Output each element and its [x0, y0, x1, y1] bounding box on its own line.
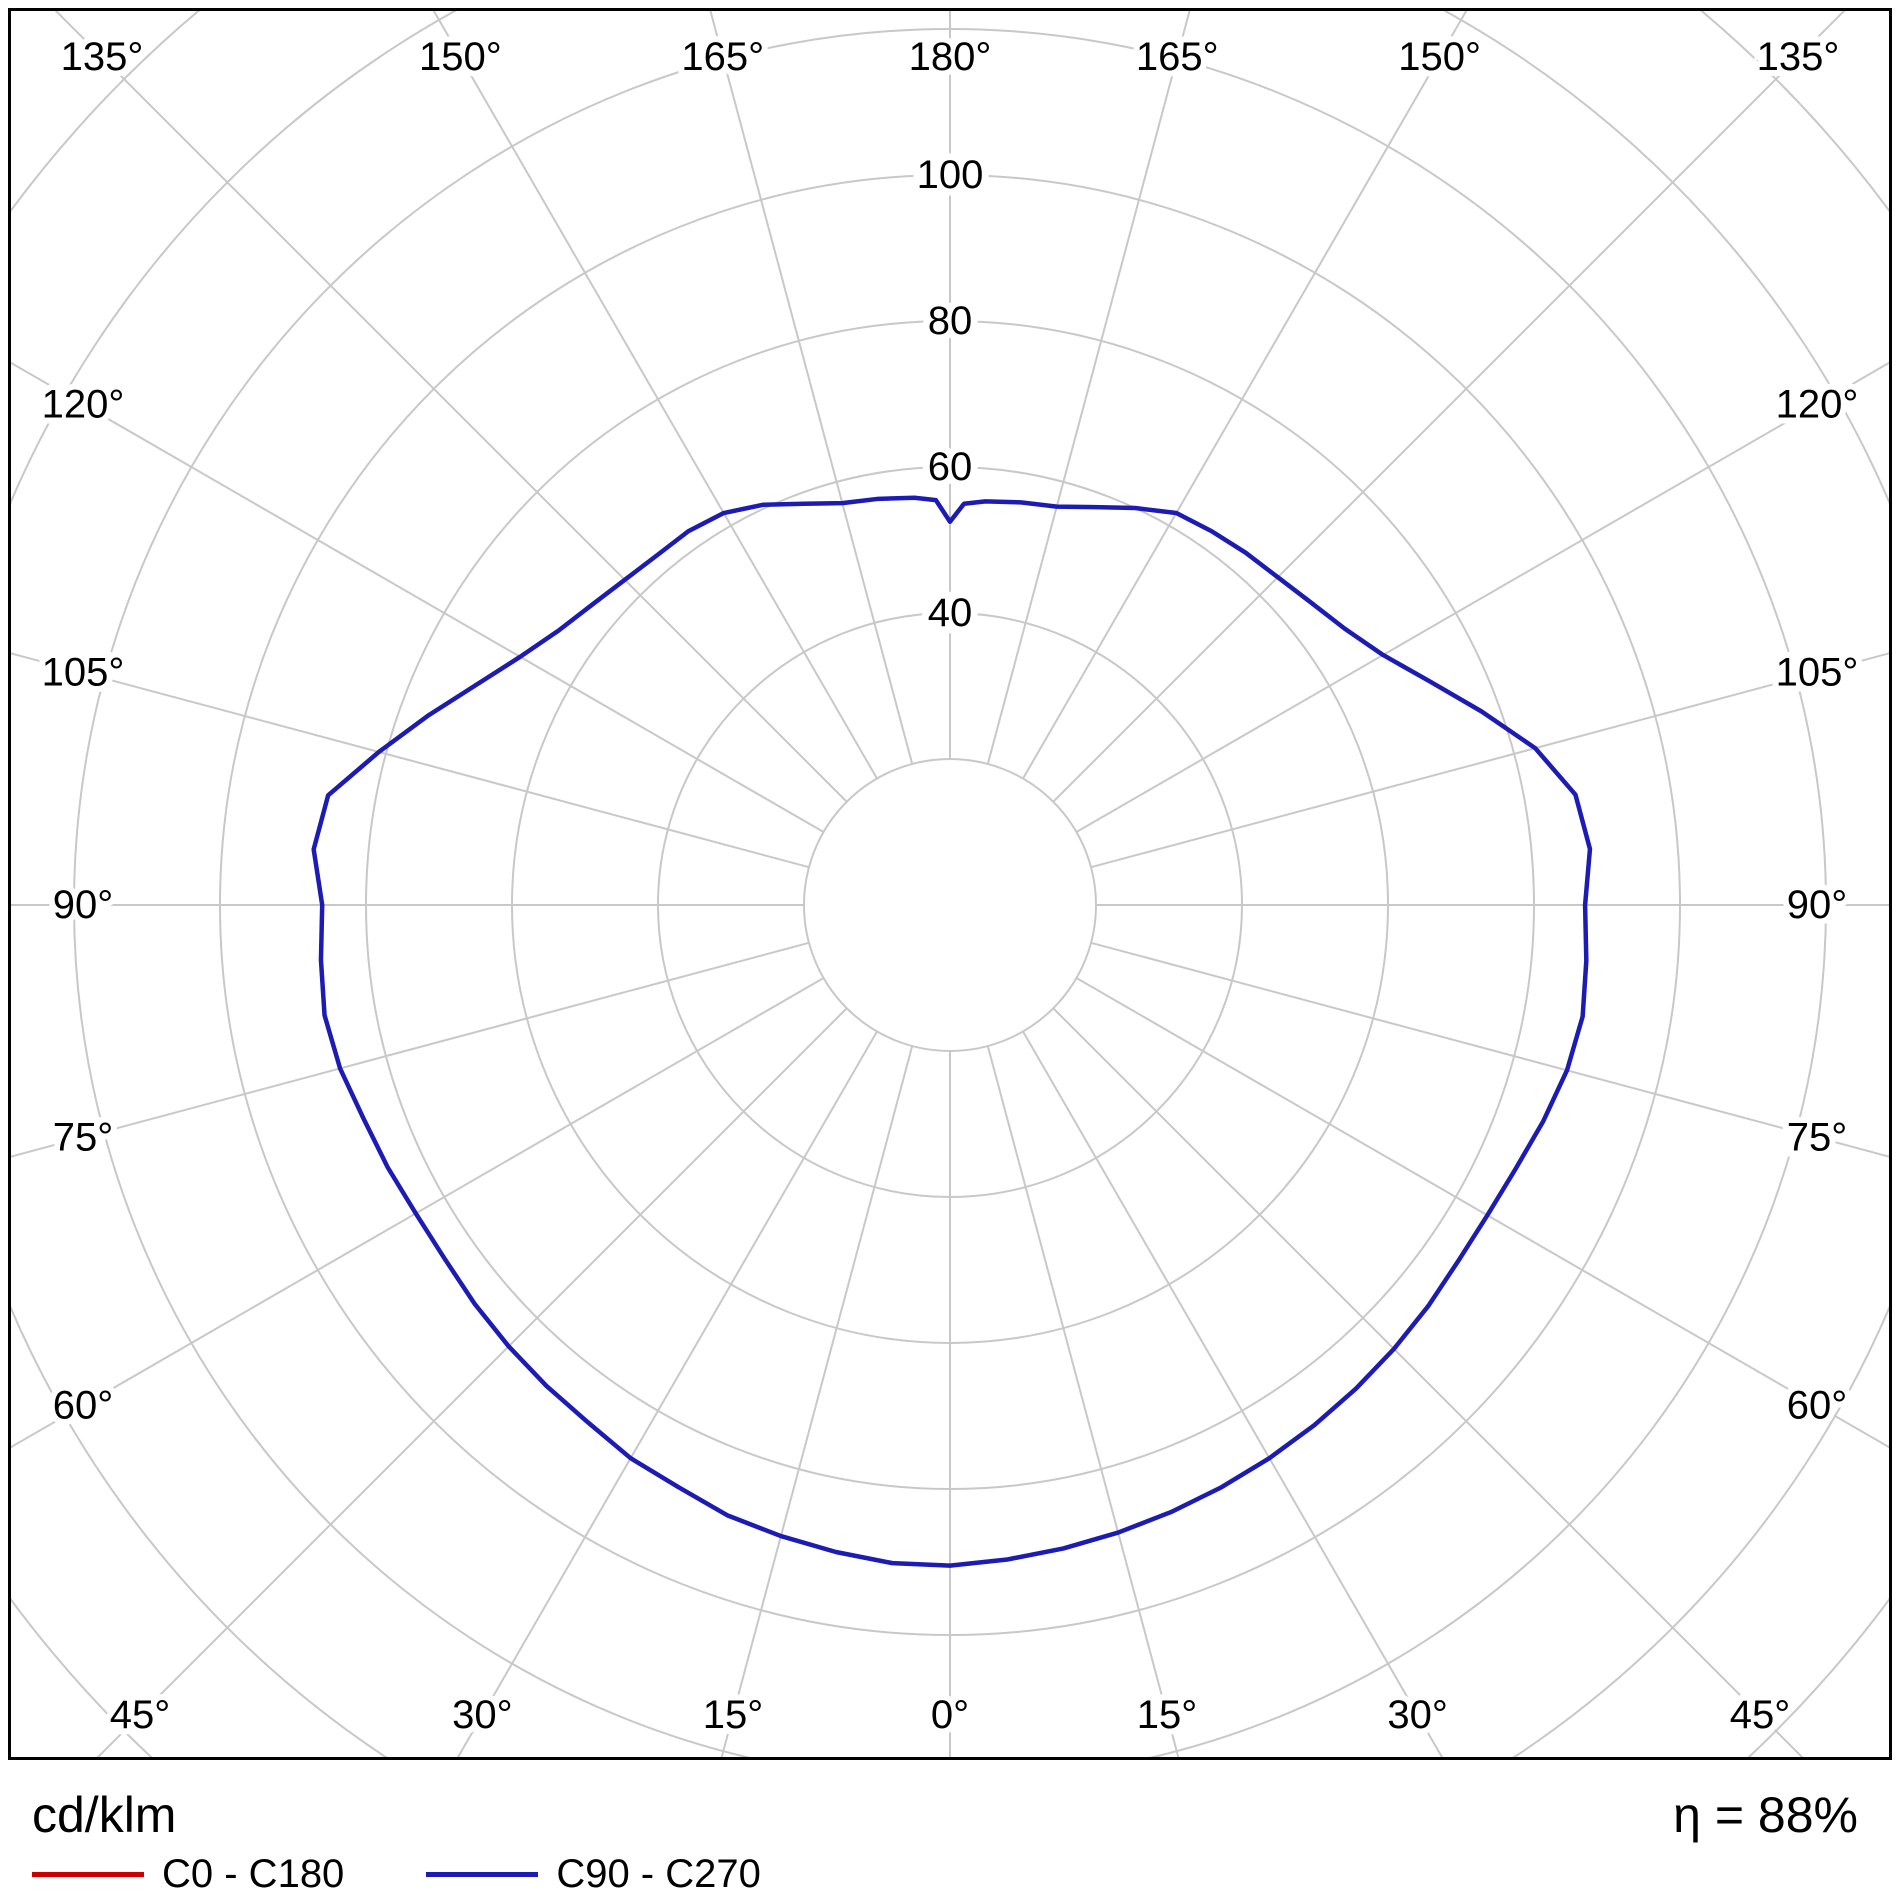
- c0-c180-line-swatch: [32, 1872, 144, 1877]
- svg-text:150°: 150°: [419, 35, 502, 79]
- svg-text:60°: 60°: [1787, 1384, 1848, 1428]
- svg-text:75°: 75°: [1787, 1115, 1848, 1159]
- ring-value-labels: 40 60 80 100: [910, 146, 991, 642]
- svg-text:15°: 15°: [1137, 1693, 1198, 1737]
- svg-text:165°: 165°: [1136, 35, 1219, 79]
- svg-text:165°: 165°: [681, 35, 764, 79]
- legend-label-c90-c270: C90 - C270: [556, 1852, 761, 1896]
- svg-text:60°: 60°: [53, 1384, 114, 1428]
- svg-text:120°: 120°: [1776, 382, 1859, 426]
- svg-text:135°: 135°: [61, 35, 144, 79]
- chart-footer: cd/klm η = 88% C0 - C180 C90 - C270: [0, 1768, 1900, 1900]
- c90-c270-line-swatch: [426, 1872, 539, 1877]
- svg-text:105°: 105°: [1776, 651, 1859, 695]
- svg-text:80: 80: [928, 299, 973, 343]
- svg-text:45°: 45°: [110, 1693, 171, 1737]
- legend-item-c90-c270: C90 - C270: [426, 1852, 761, 1897]
- svg-text:100: 100: [917, 153, 984, 197]
- svg-text:60: 60: [928, 445, 973, 489]
- legend-label-c0-c180: C0 - C180: [162, 1852, 345, 1896]
- legend: C0 - C180 C90 - C270: [32, 1852, 761, 1897]
- svg-text:0°: 0°: [931, 1693, 969, 1737]
- svg-text:90°: 90°: [1787, 883, 1848, 927]
- curve-C90-C270: [311, 495, 1593, 1568]
- radial-units-label: cd/klm: [32, 1787, 177, 1843]
- svg-text:30°: 30°: [452, 1693, 513, 1737]
- angle-labels: 0° 15° 15° 30° 30° 45° 45° 60° 60° 75° 75° 90° 90° 10…: [36, 29, 1865, 1743]
- svg-text:150°: 150°: [1398, 35, 1481, 79]
- efficiency-label: η = 88%: [1673, 1787, 1858, 1843]
- svg-text:90°: 90°: [53, 883, 114, 927]
- svg-text:120°: 120°: [42, 382, 125, 426]
- svg-text:105°: 105°: [42, 651, 125, 695]
- svg-text:75°: 75°: [53, 1115, 114, 1159]
- polar-chart: 40 60 80 100 0° 15° 15° 30° 30° 45° 45° 60° 60° 75° 75…: [11, 11, 1889, 1757]
- svg-text:45°: 45°: [1730, 1693, 1791, 1737]
- legend-item-c0-c180: C0 - C180: [32, 1852, 344, 1897]
- grid-rays: [11, 11, 1889, 1757]
- svg-text:180°: 180°: [909, 35, 992, 79]
- svg-text:135°: 135°: [1757, 35, 1840, 79]
- svg-text:40: 40: [928, 591, 973, 635]
- polar-diagram-frame: 40 60 80 100 0° 15° 15° 30° 30° 45° 45° 60° 60° 75° 75…: [8, 8, 1892, 1760]
- svg-text:30°: 30°: [1387, 1693, 1448, 1737]
- svg-text:15°: 15°: [703, 1693, 764, 1737]
